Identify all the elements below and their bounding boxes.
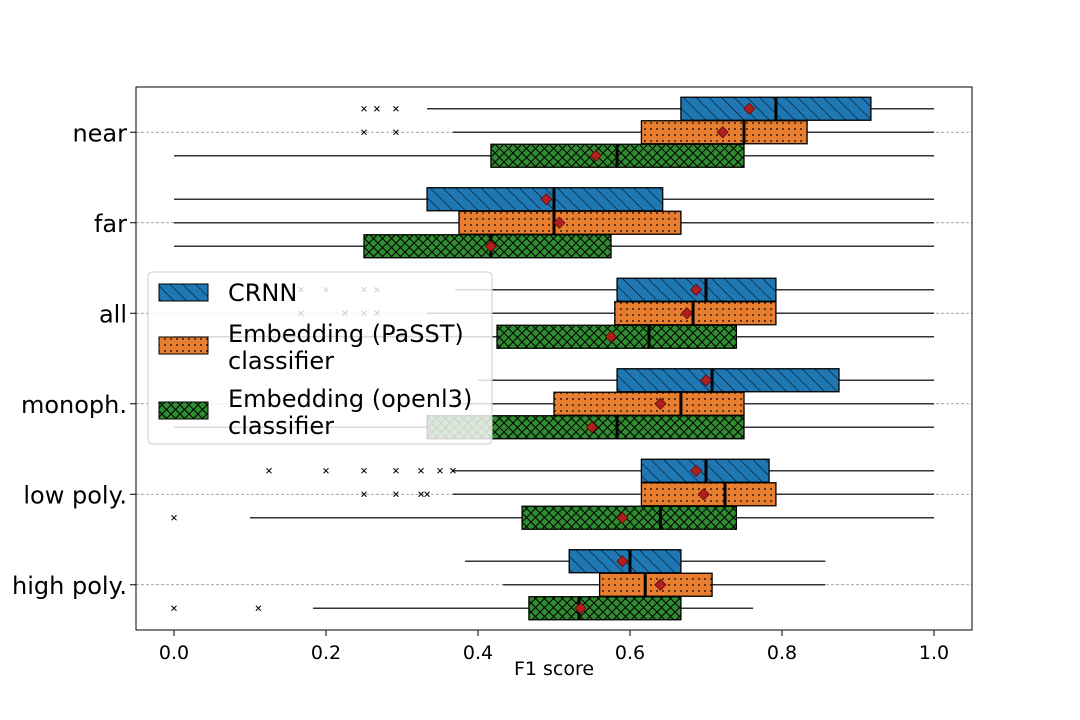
- outlier-marker: [361, 129, 367, 136]
- x-tick-label: 0.8: [767, 642, 797, 664]
- axes: 0.0 0.2 0.4 0.6 0.8 1.0 F1 score near far all mono…: [12, 119, 949, 680]
- mean-marker: [616, 511, 629, 524]
- x-tick-label: 0.4: [463, 642, 493, 664]
- mean-marker: [697, 488, 710, 501]
- box-hatch: [528, 596, 681, 620]
- x-tick-label: 0.6: [615, 642, 645, 664]
- legend-label: CRNN: [228, 279, 297, 307]
- x-tick-label: 1.0: [919, 642, 949, 664]
- box-1-2: [298, 301, 934, 326]
- y-tick-label: all: [99, 300, 127, 328]
- outlier-marker: [374, 105, 380, 112]
- mean-marker: [680, 307, 694, 320]
- x-axis-label: F1 score: [514, 658, 594, 680]
- outlier-marker: [393, 129, 399, 136]
- x-tick-label: 0.0: [159, 642, 189, 664]
- box-outline: [363, 234, 612, 259]
- outlier-marker: [393, 467, 399, 474]
- mean-marker: [540, 193, 553, 206]
- box-hatch: [459, 211, 681, 235]
- outlier-marker: [323, 467, 329, 474]
- box-hatch: [554, 392, 744, 416]
- outlier-marker: [266, 467, 272, 474]
- box-1-1: [174, 210, 934, 235]
- box-2-4: [171, 505, 934, 530]
- mean-marker: [574, 602, 587, 615]
- box-2-5: [171, 596, 754, 621]
- box-1-0: [361, 120, 934, 145]
- outlier-marker: [171, 514, 177, 521]
- y-tick-label: low poly.: [23, 481, 127, 509]
- box-0-3: [478, 368, 934, 393]
- outlier-marker: [393, 491, 399, 498]
- outlier-marker: [437, 467, 443, 474]
- legend-label: Embedding (openl3): [228, 385, 472, 413]
- y-tick-label: high poly.: [12, 572, 127, 600]
- box-outline: [521, 505, 738, 530]
- box-1-3: [459, 391, 934, 416]
- legend-swatch-outline: [158, 283, 209, 302]
- outlier-marker: [418, 467, 424, 474]
- legend-frame: [147, 271, 493, 445]
- legend-swatch-outline: [158, 401, 209, 420]
- box-1-5: [503, 572, 826, 597]
- x-tick-label: 0.2: [311, 642, 341, 664]
- outlier-marker: [361, 467, 367, 474]
- box-hatch: [617, 368, 839, 392]
- y-tick-label: far: [94, 210, 127, 238]
- y-tick-label: monoph.: [21, 391, 127, 419]
- mean-marker: [616, 555, 629, 568]
- box-2-3: [174, 415, 934, 440]
- y-tick-label: near: [72, 119, 127, 147]
- mean-marker: [484, 240, 497, 253]
- legend-swatch: [158, 401, 209, 420]
- box-outline: [496, 324, 738, 349]
- box-0-4: [266, 458, 934, 483]
- box-1-4: [361, 482, 934, 507]
- outlier-marker: [450, 467, 456, 474]
- legend-swatch-hatch: [159, 284, 208, 301]
- legend-label: classifier: [228, 347, 334, 375]
- legend-swatch: [158, 336, 209, 355]
- mean-marker: [716, 126, 729, 139]
- mean-marker: [690, 464, 703, 477]
- box-2-0: [174, 143, 934, 168]
- mean-marker: [604, 330, 618, 343]
- legend-label: Embedding (PaSST): [228, 320, 464, 348]
- box-2-1: [174, 234, 934, 259]
- legend-swatch-outline: [158, 336, 209, 355]
- mean-marker: [654, 397, 667, 410]
- plot-frame: [135, 86, 973, 631]
- box-hatch: [522, 506, 737, 530]
- outlier-marker: [361, 491, 367, 498]
- box-series: [171, 96, 934, 621]
- box-hatch: [427, 415, 744, 439]
- box-outline: [528, 596, 682, 621]
- outlier-marker: [418, 491, 424, 498]
- mean-marker: [654, 578, 667, 591]
- outlier-marker: [424, 491, 430, 498]
- legend-swatch: [158, 283, 209, 302]
- mean-marker: [553, 216, 566, 229]
- box-0-1: [174, 187, 934, 212]
- mean-marker: [589, 149, 602, 162]
- box-0-0: [361, 96, 934, 121]
- box-0-2: [298, 277, 934, 302]
- legend-swatch-hatch: [159, 337, 208, 354]
- legend-swatch-hatch: [159, 402, 208, 419]
- box-hatch: [614, 301, 776, 325]
- outlier-marker: [255, 605, 262, 612]
- outlier-marker: [171, 605, 177, 612]
- legend-label: classifier: [228, 412, 334, 440]
- outlier-marker: [393, 105, 399, 112]
- mean-marker: [585, 421, 599, 434]
- outlier-marker: [361, 105, 367, 112]
- mean-marker: [743, 102, 756, 115]
- mean-marker: [699, 374, 713, 387]
- box-0-5: [465, 549, 826, 574]
- mean-marker: [690, 283, 703, 296]
